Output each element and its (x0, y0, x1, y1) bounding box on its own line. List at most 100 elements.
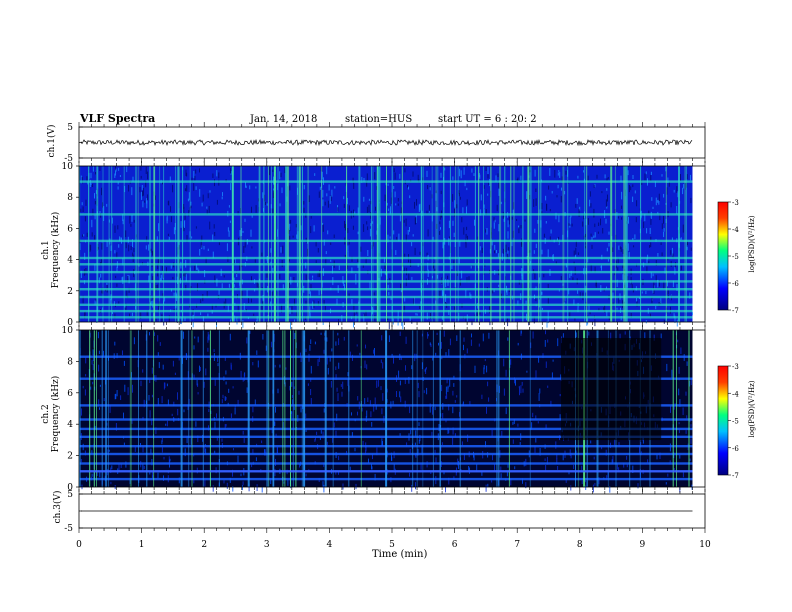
ch1-spec-speckle (426, 210, 428, 214)
ch2-spec-speckle (294, 332, 296, 340)
ch1-spec-speckle (586, 319, 588, 326)
ch1-spec-speckle (447, 279, 449, 286)
ch1-spec-speckle (193, 171, 195, 179)
ch2-spec-speckle (581, 480, 583, 484)
ch1-spec-speckle (279, 274, 281, 279)
ch1-spec-speckle (454, 239, 456, 247)
ch1-spec-speckle (194, 265, 196, 271)
ch2-spec-speckle (251, 463, 253, 468)
ch1-spec-speckle (399, 173, 401, 179)
ch1-spec-speckle (83, 234, 85, 237)
ch1-spec-speckle (100, 273, 102, 278)
ch2-spec-speckle (415, 482, 416, 490)
ch2-spec-speckle (539, 448, 541, 456)
ch1-spec-speckle (677, 191, 679, 198)
ch2-spec-sferic (180, 330, 183, 487)
ch1-spec-speckle (503, 248, 505, 254)
ch1-spec-speckle (468, 276, 470, 282)
ch2-spec-speckle (252, 362, 254, 366)
ch2-spec-speckle (161, 447, 163, 453)
ch2-spec-speckle (237, 455, 239, 463)
ch1-spec-speckle (636, 200, 638, 207)
ch2-spec-speckle (326, 337, 328, 342)
ch1-spec-speckle (81, 177, 83, 184)
ch1-spec-speckle (388, 291, 390, 296)
ch1-spec-speckle (119, 237, 121, 242)
ch1-spec-speckle (305, 300, 307, 305)
ch2-spec-speckle (467, 434, 469, 442)
ch1-spec-speckle (94, 263, 96, 271)
ch1-spec-speckle (585, 245, 587, 249)
ch1-spec-speckle (111, 217, 113, 224)
ch1-spec-speckle (545, 221, 547, 224)
ch1-spec-speckle (92, 166, 94, 172)
ch1-spec-speckle (90, 172, 92, 179)
ch1-spec-speckle (94, 200, 96, 205)
ch2-spec-speckle (427, 332, 429, 339)
ch1-spec-speckle (209, 221, 211, 230)
ch1-spec-sferic (539, 166, 542, 322)
ch1-spec-speckle (160, 274, 162, 281)
ch2-spec-speckle (476, 464, 478, 472)
ch1-spec-sferic (474, 166, 476, 322)
ch1-spec-speckle (465, 242, 467, 248)
ch1-spec-ytick-label: 0 (67, 318, 73, 328)
ch1-spec-speckle (520, 175, 522, 180)
ch1-spec-speckle (142, 191, 144, 197)
ch1-spec-speckle (682, 187, 684, 195)
ch1-spec-speckle (337, 207, 339, 212)
ch1-spec-speckle (148, 244, 150, 251)
ch2-spec-speckle (338, 470, 339, 475)
ch1-spec-speckle (168, 200, 170, 206)
ch2-spec-speckle (430, 471, 432, 474)
ch1-spec-speckle (172, 184, 174, 193)
chart-title: VLF Spectra (80, 112, 156, 125)
ch2-spec-speckle (481, 471, 483, 476)
ch2-spec-speckle (149, 410, 151, 418)
ch1-spec-speckle (139, 186, 141, 193)
ch1-spec-speckle (634, 190, 636, 194)
ch1-spec-speckle (444, 167, 446, 171)
ch1-spec-speckle (116, 283, 118, 287)
ch2-spec-speckle (399, 433, 401, 436)
ch1-spec-speckle (535, 243, 537, 248)
ch1-spec-speckle (541, 202, 543, 210)
ch2-spec-speckle (445, 352, 447, 357)
ch2-spec-sferic (129, 330, 132, 487)
ch2-spec-speckle (178, 477, 180, 484)
ch1-spec-speckle (148, 275, 150, 283)
ch1-spec-speckle (187, 198, 189, 202)
ch2-spec-sferic (529, 330, 531, 487)
ch1-spec-speckle (607, 177, 609, 180)
ch1-spec-speckle (353, 321, 354, 328)
ch2-spec-speckle (335, 374, 337, 380)
ch1-spec-speckle (212, 173, 214, 178)
ch2-spec-speckle (669, 443, 671, 452)
ch1-spec-speckle (569, 216, 571, 225)
ch1-spec-speckle (84, 311, 86, 316)
ch1-spec-speckle (411, 242, 413, 247)
ch1-spec-speckle (185, 169, 187, 176)
ch2-spec-speckle (314, 437, 316, 441)
ch1-spec-sferic (386, 166, 387, 322)
ch1-spec-sferic (510, 166, 512, 322)
ch1-spec-sferic (273, 166, 276, 322)
ch1-spec-speckle (558, 214, 560, 223)
ch1-spec-speckle (239, 263, 241, 271)
ch2-spec-speckle (157, 398, 159, 406)
ch1-spec-speckle (212, 234, 214, 242)
ch2-spec-speckle (371, 422, 373, 427)
ch1-spec-speckle (180, 317, 182, 325)
ch1-spec-speckle (128, 184, 130, 192)
ch1-spec-speckle (230, 183, 232, 191)
ch2-spec-speckle (256, 350, 258, 355)
ch2-spec-speckle (371, 464, 372, 470)
ch2-spec-speckle (488, 332, 490, 339)
ch2-spec-speckle (518, 385, 520, 389)
ch1-spec-speckle (189, 231, 191, 238)
ch2-spec-speckle (168, 456, 170, 464)
ch1-spec-speckle (650, 242, 652, 248)
ch1-spec-speckle (579, 206, 581, 211)
ch1-spec-speckle (244, 239, 246, 248)
ch1-spec-speckle (86, 232, 88, 237)
